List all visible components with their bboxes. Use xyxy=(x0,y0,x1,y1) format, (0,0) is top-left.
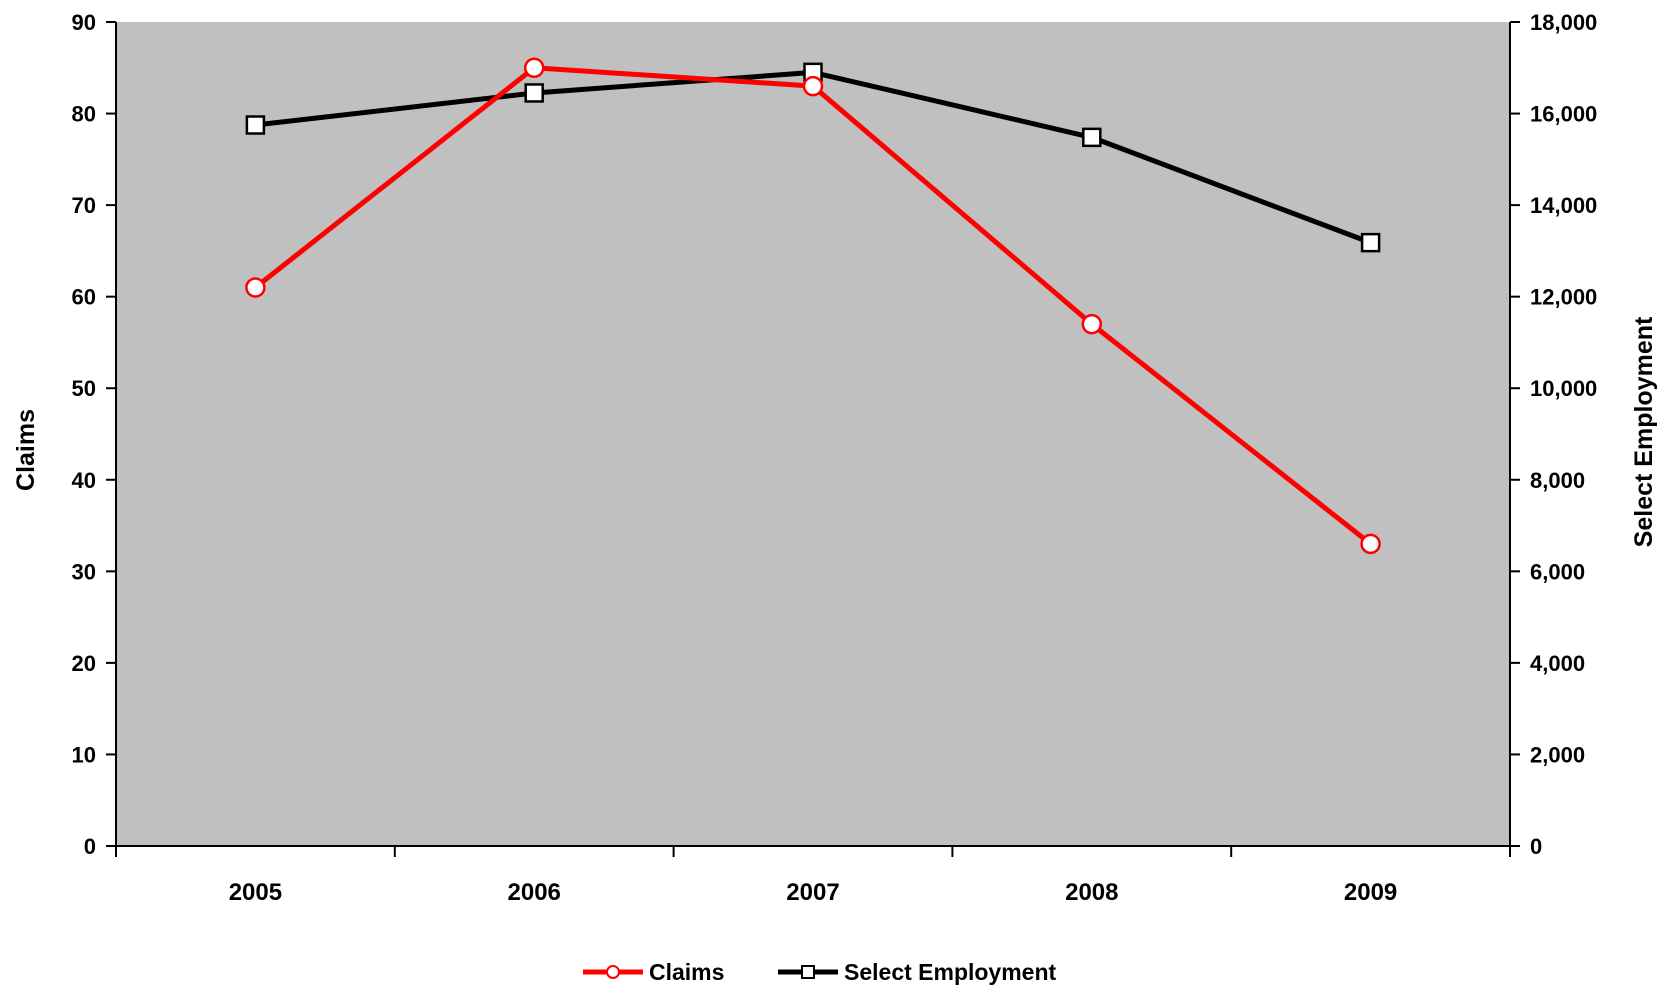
y-right-tick-label: 0 xyxy=(1530,834,1542,859)
y-axis-right-title: Select Employment xyxy=(1630,316,1658,547)
y-right-tick-label: 4,000 xyxy=(1530,651,1585,676)
y-left-tick-label: 20 xyxy=(72,651,96,676)
series-layer xyxy=(245,57,1381,555)
x-tick-label: 2006 xyxy=(508,879,561,906)
y-left-tick-label: 10 xyxy=(72,742,96,767)
y-right-tick-label: 6,000 xyxy=(1530,559,1585,584)
legend-select-employment-label: Select Employment xyxy=(844,959,1057,985)
y-left-tick-label: 40 xyxy=(72,468,96,493)
x-tick-label: 2007 xyxy=(786,879,839,906)
y-right-tick-label: 14,000 xyxy=(1530,193,1597,218)
y-left-tick-label: 80 xyxy=(72,102,96,127)
select-employment-point xyxy=(524,83,544,103)
y-left-tick-label: 60 xyxy=(72,285,96,310)
select-employment-point xyxy=(245,115,266,135)
x-tick-label: 2009 xyxy=(1344,879,1397,906)
claims-point xyxy=(802,75,824,97)
y-left-tick-label: 70 xyxy=(72,193,96,218)
y-right-tick-label: 8,000 xyxy=(1530,468,1585,493)
y-right-tick-label: 10,000 xyxy=(1530,376,1597,401)
y-left-tick-label: 90 xyxy=(72,10,96,35)
y-right-tick-label: 2,000 xyxy=(1530,742,1585,767)
axes: 0 10 20 30 40 50 60 70 80 90 0 2,000 4,000 6,000 8,000… xyxy=(72,10,1598,906)
legend-claims-marker xyxy=(606,965,620,979)
claims-point xyxy=(1081,313,1103,335)
claims-point xyxy=(1360,533,1381,555)
y-axis-left-title: Claims xyxy=(12,409,40,491)
plot-area xyxy=(116,22,1510,846)
x-tick-label: 2005 xyxy=(229,879,282,906)
y-left-tick-label: 50 xyxy=(72,376,96,401)
legend-claims-label: Claims xyxy=(649,959,724,985)
y-right-tick-label: 16,000 xyxy=(1530,102,1597,127)
y-right-tick-label: 18,000 xyxy=(1530,10,1597,35)
select-employment-point xyxy=(1360,232,1381,253)
claims-point xyxy=(245,277,266,298)
y-left-tick-label: 30 xyxy=(72,559,96,584)
y-left-tick-label: 0 xyxy=(84,834,96,859)
y-right-tick-label: 12,000 xyxy=(1530,285,1597,310)
claims-point xyxy=(523,57,545,79)
legend: Claims Select Employment xyxy=(583,959,1057,985)
select-employment-point xyxy=(1082,127,1102,148)
legend-select-employment-marker xyxy=(801,965,815,979)
x-tick-label: 2008 xyxy=(1065,879,1118,906)
